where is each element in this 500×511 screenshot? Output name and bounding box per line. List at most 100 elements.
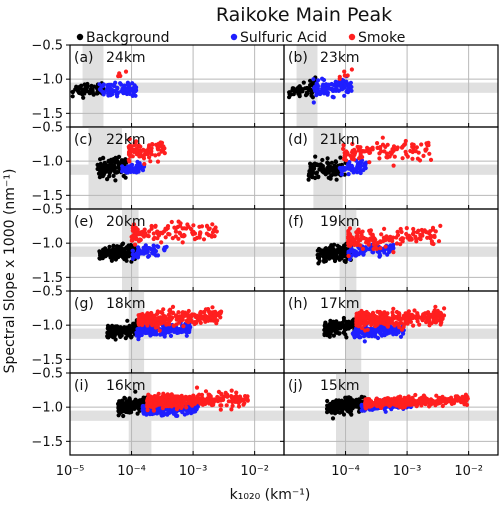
point-smoke <box>218 407 223 412</box>
point-smoke <box>151 231 156 236</box>
point-smoke <box>411 323 416 328</box>
point-background <box>100 256 105 261</box>
point-smoke <box>341 143 346 148</box>
point-smoke <box>126 157 131 162</box>
point-smoke <box>440 394 445 399</box>
point-smoke <box>209 315 214 320</box>
point-smoke <box>375 145 380 150</box>
panel-altitude: 19km <box>320 214 360 230</box>
point-background <box>305 91 310 97</box>
point-smoke <box>160 406 165 411</box>
point-sulfuric-acid <box>321 83 327 88</box>
point-smoke <box>147 398 153 403</box>
x-tick-label: 10⁻² <box>240 464 269 479</box>
point-smoke <box>201 237 207 242</box>
point-smoke <box>440 403 445 409</box>
point-background <box>103 246 108 251</box>
point-background <box>135 411 140 416</box>
point-sulfuric-acid <box>115 85 120 90</box>
point-smoke <box>364 321 369 326</box>
point-smoke <box>395 229 400 234</box>
point-smoke <box>180 310 185 315</box>
point-smoke <box>377 156 382 161</box>
point-background <box>328 327 333 332</box>
point-background <box>345 395 350 400</box>
point-background <box>81 95 86 100</box>
panel-b: (b) 23km <box>280 44 499 128</box>
point-smoke <box>434 311 439 316</box>
point-smoke <box>245 394 250 399</box>
point-background <box>124 258 129 263</box>
shaded-band-y <box>70 246 284 257</box>
shaded-band-y <box>284 82 498 93</box>
point-background <box>319 167 324 173</box>
point-smoke <box>371 246 376 252</box>
point-smoke <box>225 394 230 399</box>
point-smoke <box>154 322 159 327</box>
y-tick-label: −0.5 <box>31 203 63 218</box>
point-smoke <box>431 313 436 318</box>
point-background <box>92 84 97 89</box>
point-smoke <box>237 395 242 400</box>
point-smoke <box>427 321 432 326</box>
point-background <box>105 249 110 254</box>
point-sulfuric-acid <box>120 169 125 174</box>
point-smoke <box>415 319 420 324</box>
point-smoke <box>146 234 151 239</box>
point-background <box>116 252 121 257</box>
point-background <box>323 332 328 337</box>
point-smoke <box>230 403 235 408</box>
point-smoke <box>198 230 203 235</box>
point-smoke <box>413 315 418 320</box>
point-background <box>121 413 126 419</box>
point-smoke <box>162 229 167 234</box>
point-smoke <box>229 388 234 393</box>
point-sulfuric-acid <box>387 330 392 335</box>
point-smoke <box>417 158 423 163</box>
point-sulfuric-acid <box>139 330 144 335</box>
point-smoke <box>168 309 173 314</box>
point-smoke <box>407 312 412 317</box>
point-smoke <box>371 401 376 406</box>
point-smoke <box>142 227 147 232</box>
panel-altitude: 18km <box>106 296 146 312</box>
panel-label: (h) <box>288 296 308 312</box>
point-smoke <box>127 136 132 142</box>
point-sulfuric-acid <box>326 82 331 87</box>
point-smoke <box>188 226 194 232</box>
scatter-points <box>306 135 434 182</box>
point-smoke <box>132 143 137 148</box>
point-sulfuric-acid <box>146 246 151 251</box>
y-tick-label: −1.0 <box>31 155 63 170</box>
point-smoke <box>352 147 357 152</box>
point-smoke <box>219 391 224 396</box>
point-smoke <box>198 320 203 325</box>
panel-f: (f) 19km <box>280 208 499 292</box>
point-smoke <box>370 234 375 239</box>
point-smoke <box>128 153 133 158</box>
point-smoke <box>166 404 171 409</box>
panel-j: (j) 15km <box>280 372 499 456</box>
point-smoke <box>199 392 205 397</box>
point-smoke <box>436 239 442 244</box>
point-smoke <box>385 396 390 401</box>
point-smoke <box>197 316 203 321</box>
point-background <box>113 178 118 183</box>
point-sulfuric-acid <box>143 243 148 248</box>
point-background <box>328 253 333 258</box>
point-smoke <box>186 395 191 400</box>
point-background <box>329 322 334 327</box>
point-smoke <box>212 316 217 321</box>
legend-marker-sulfuric-acid <box>230 33 238 41</box>
point-background <box>109 258 114 263</box>
point-sulfuric-acid <box>349 88 354 93</box>
point-smoke <box>394 320 399 325</box>
point-smoke <box>214 229 219 234</box>
point-sulfuric-acid <box>331 88 336 93</box>
point-smoke <box>138 144 143 149</box>
point-smoke <box>349 241 354 246</box>
point-smoke <box>361 315 366 320</box>
point-background <box>110 331 115 336</box>
point-background <box>338 253 343 259</box>
point-smoke <box>403 138 408 144</box>
